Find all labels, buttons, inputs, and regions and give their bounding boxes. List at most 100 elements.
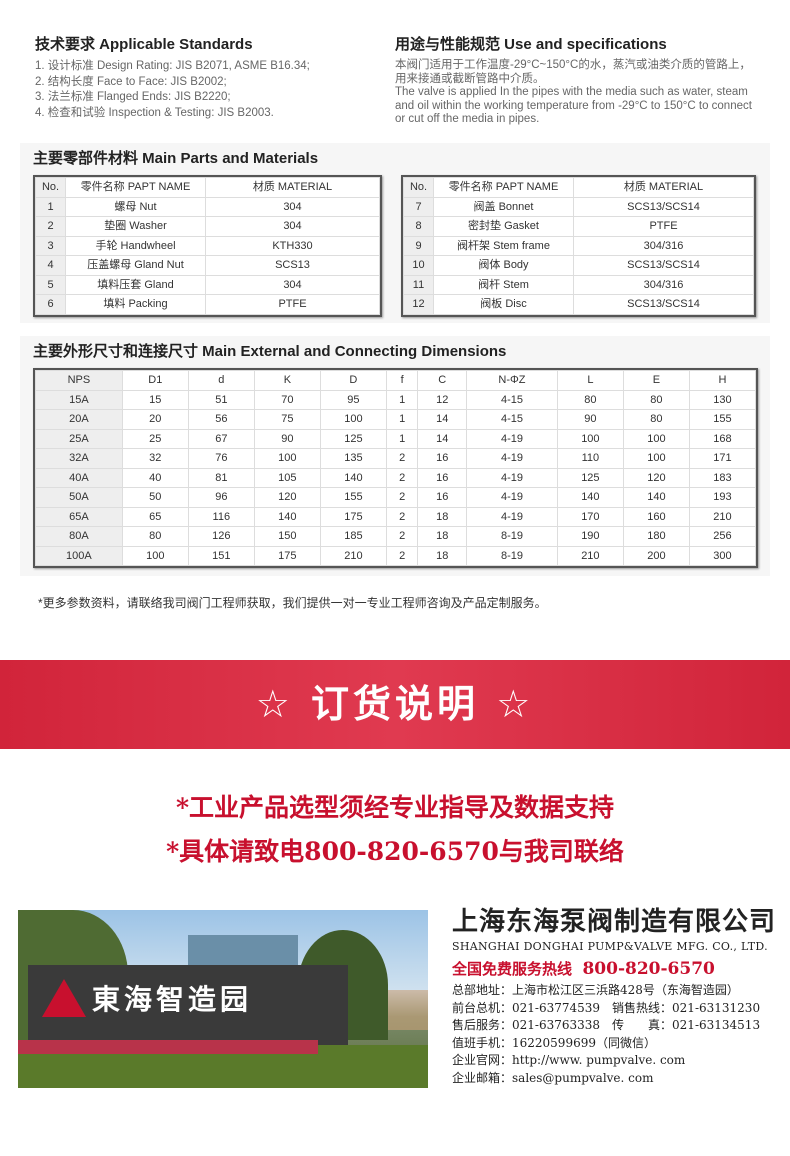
table-cell: 160 xyxy=(622,506,690,527)
table-cell: 190 xyxy=(556,526,624,547)
table-cell: 2 xyxy=(385,448,419,469)
table-cell: 32A xyxy=(35,448,123,469)
contact-line: 值班手机：16220599699（同微信） xyxy=(452,1035,656,1050)
standards-list: 1. 设计标准 Design Rating: JIS B2071, ASME B… xyxy=(35,59,310,121)
table-row: 1 螺母 Nut 304 xyxy=(35,196,380,217)
contact-list: 总部地址：上海市松江区三浜路428号（东海智造园） 前台总机：021-63774… xyxy=(452,982,760,1087)
table-cell: 100 xyxy=(121,545,189,566)
table-cell: 螺母 Nut xyxy=(65,196,206,217)
table-row: 12 阀板 Disc SCS13/SCS14 xyxy=(403,294,754,315)
table-cell: 32 xyxy=(121,448,189,469)
table-row: 2 垫圈 Washer 304 xyxy=(35,216,380,237)
company-photo: 東海智造园 xyxy=(18,910,428,1088)
column-header: f xyxy=(385,370,419,391)
table-cell: 18 xyxy=(417,526,468,547)
parts-title: 主要零部件材料 Main Parts and Materials xyxy=(33,150,319,167)
parts-table-left: No. 零件名称 PAPT NAME 材质 MATERIAL 1 螺母 Nut 304 2 垫… xyxy=(33,175,382,317)
table-cell: 2 xyxy=(385,545,419,566)
table-cell: 14 xyxy=(417,428,468,449)
table-cell: 4-15 xyxy=(466,409,558,430)
table-cell: 70 xyxy=(253,389,321,410)
table-row: 15A 15 51 70 95 1 12 4-15 80 80 130 xyxy=(35,389,757,410)
table-cell: 130 xyxy=(688,389,757,410)
table-cell: SCS13/SCS14 xyxy=(573,294,754,315)
table-cell: 304 xyxy=(205,196,380,217)
table-cell: 18 xyxy=(417,506,468,527)
order-line: *工业产品选型须经专业指导及数据支持 xyxy=(175,793,615,822)
table-row: 32A 32 76 100 135 2 16 4-19 110 100 171 xyxy=(35,448,757,469)
table-cell: 2 xyxy=(385,506,419,527)
standard-item: 3. 法兰标准 Flanged Ends: JIS B2220; xyxy=(35,91,231,103)
table-cell: 65 xyxy=(121,506,189,527)
contact-line: 售后服务：021-63763338 传 真：021-63134513 xyxy=(452,1018,761,1032)
table-cell: 304 xyxy=(205,274,380,295)
table-cell: 1 xyxy=(385,428,419,449)
hotline-number: 800-820-6570 xyxy=(582,959,715,979)
table-row: 50A 50 96 120 155 2 16 4-19 140 140 193 xyxy=(35,487,757,508)
column-header: D xyxy=(319,370,387,391)
table-cell: 100 xyxy=(319,409,387,430)
table-cell: 95 xyxy=(319,389,387,410)
table-row: 9 阀杆架 Stem frame 304/316 xyxy=(403,235,754,256)
table-cell: 阀盖 Bonnet xyxy=(433,196,574,217)
table-cell: 100 xyxy=(253,448,321,469)
table-cell: 126 xyxy=(187,526,255,547)
table-row: 8 密封垫 Gasket PTFE xyxy=(403,216,754,237)
table-cell: 16 xyxy=(417,448,468,469)
table-cell: 1 xyxy=(35,196,66,217)
standards-title: 技术要求 Applicable Standards xyxy=(35,36,253,53)
table-cell: 210 xyxy=(688,506,757,527)
table-cell: 80 xyxy=(121,526,189,547)
table-cell: 80 xyxy=(622,389,690,410)
table-cell: 50 xyxy=(121,487,189,508)
column-header: 零件名称 PAPT NAME xyxy=(65,177,206,198)
dims-title: 主要外形尺寸和连接尺寸 Main External and Connecting… xyxy=(33,343,507,360)
hotline-label: 全国免费服务热线 xyxy=(452,960,573,978)
table-cell: 90 xyxy=(253,428,321,449)
company-name-cn: 上海东海泵阀制造有限公司 xyxy=(452,907,777,937)
table-cell: 阀板 Disc xyxy=(433,294,574,315)
table-header-row: No. 零件名称 PAPT NAME 材质 MATERIAL xyxy=(35,177,380,198)
table-cell: 300 xyxy=(688,545,757,566)
table-cell: 51 xyxy=(187,389,255,410)
table-cell: 10 xyxy=(403,255,434,276)
table-cell: 15A xyxy=(35,389,123,410)
table-cell: 4-19 xyxy=(466,487,558,508)
contact-line: 总部地址：上海市松江区三浜路428号（东海智造园） xyxy=(452,983,739,997)
column-header: D1 xyxy=(121,370,189,391)
table-cell: 16 xyxy=(417,467,468,488)
table-cell: 14 xyxy=(417,409,468,430)
table-cell: 3 xyxy=(35,235,66,256)
table-cell: 170 xyxy=(556,506,624,527)
column-header: 材质 MATERIAL xyxy=(573,177,754,198)
table-cell: 180 xyxy=(622,526,690,547)
table-cell: 压盖螺母 Gland Nut xyxy=(65,255,206,276)
order-banner: ☆ 订货说明 ☆ xyxy=(0,660,790,749)
table-cell: 110 xyxy=(556,448,624,469)
table-cell: 2 xyxy=(385,467,419,488)
column-header: No. xyxy=(403,177,434,198)
table-cell: 手轮 Handwheel xyxy=(65,235,206,256)
table-cell: 4 xyxy=(35,255,66,276)
website-link[interactable]: 企业官网：http://www. pumpvalve. com xyxy=(452,1053,686,1067)
table-cell: 4-15 xyxy=(466,389,558,410)
table-cell: 140 xyxy=(622,487,690,508)
table-cell: 183 xyxy=(688,467,757,488)
table-row: 100A 100 151 175 210 2 18 8-19 210 200 300 xyxy=(35,545,757,566)
company-name-en: SHANGHAI DONGHAI PUMP&VALVE MFG. CO., LT… xyxy=(452,940,768,953)
email-link[interactable]: 企业邮箱：sales@pumpvalve. com xyxy=(452,1070,654,1085)
table-cell: 80 xyxy=(556,389,624,410)
table-cell: 20 xyxy=(121,409,189,430)
table-cell: 25A xyxy=(35,428,123,449)
table-cell: 16 xyxy=(417,487,468,508)
table-row: 80A 80 126 150 185 2 18 8-19 190 180 256 xyxy=(35,526,757,547)
table-cell: 76 xyxy=(187,448,255,469)
standard-item: 2. 结构长度 Face to Face: JIS B2002; xyxy=(35,75,227,88)
column-header: No. xyxy=(35,177,66,198)
table-row: 40A 40 81 105 140 2 16 4-19 125 120 183 xyxy=(35,467,757,488)
table-cell: 阀体 Body xyxy=(433,255,574,276)
table-cell: 8-19 xyxy=(466,545,558,566)
table-cell: 8-19 xyxy=(466,526,558,547)
table-cell: 75 xyxy=(253,409,321,430)
